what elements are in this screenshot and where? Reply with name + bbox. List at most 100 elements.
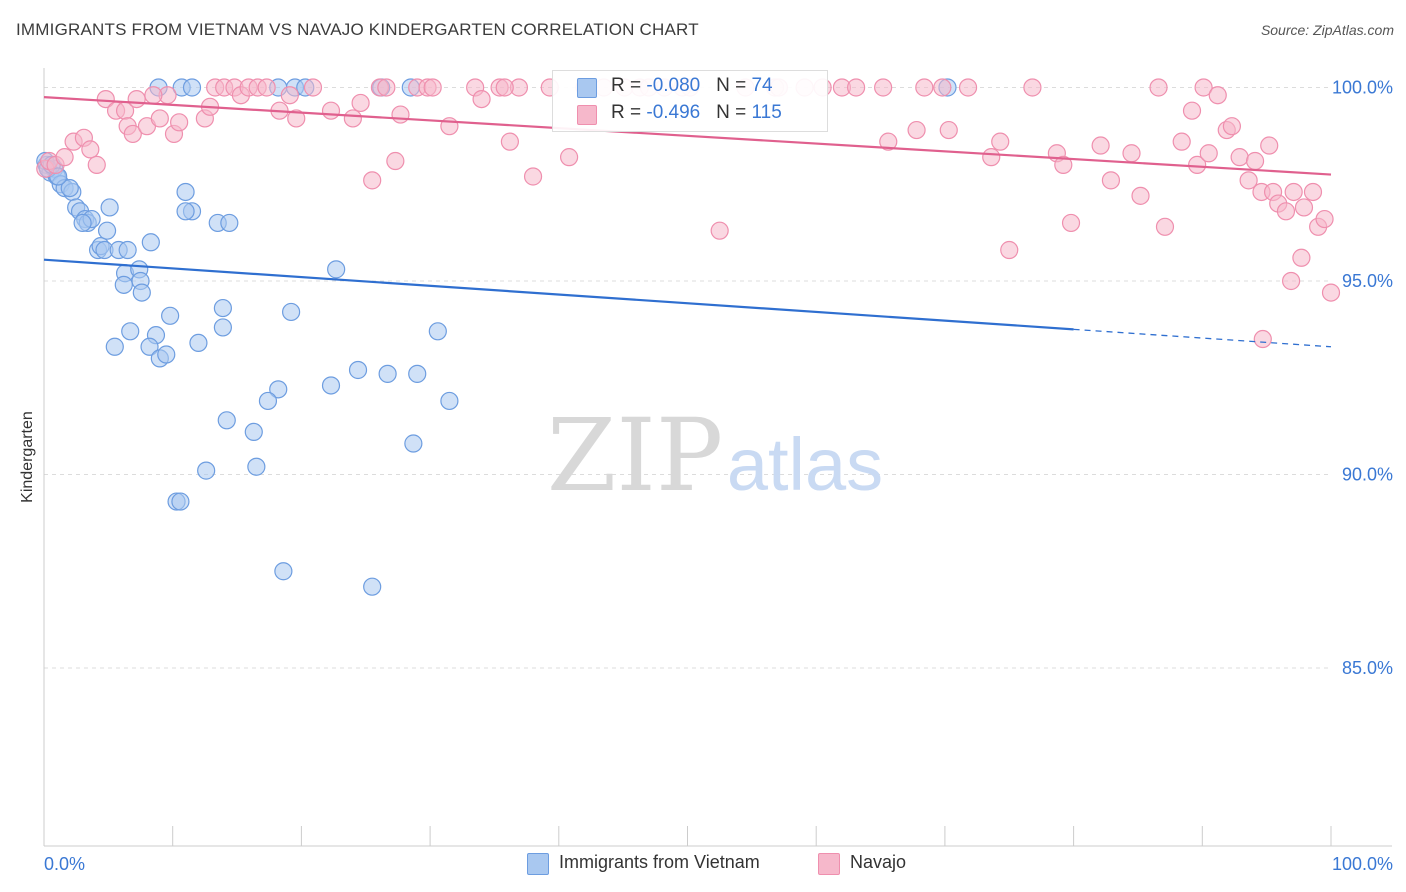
vietnam-point: [118, 240, 137, 260]
navajo-point: [1276, 202, 1296, 221]
vietnam-point: [428, 322, 447, 341]
navajo-point: [321, 101, 341, 120]
vietnam-point: [114, 275, 133, 294]
navajo-point: [127, 89, 146, 109]
legend-r-value: -0.496: [646, 102, 701, 123]
navajo-point: [1284, 182, 1303, 202]
navajo-point: [1054, 155, 1073, 174]
vietnam-point: [217, 411, 236, 430]
bottom-legend-label-navajo: Navajo: [850, 852, 907, 872]
vietnam-point: [121, 322, 140, 341]
vietnam-point: [363, 577, 382, 596]
navajo-point: [495, 78, 514, 97]
vietnam-point: [327, 260, 346, 279]
navajo-point: [144, 86, 163, 105]
navajo-point: [1023, 78, 1042, 97]
vietnam-point: [321, 376, 341, 395]
navajo-point: [907, 120, 926, 140]
navajo-point: [1303, 182, 1323, 202]
vietnam-point: [247, 457, 266, 476]
navajo-point: [1182, 101, 1202, 120]
navajo-point: [710, 221, 729, 240]
vietnam-point: [171, 492, 190, 511]
vietnam-point: [258, 391, 278, 411]
navajo-point: [1253, 329, 1272, 349]
x-tick-label: 100.0%: [1332, 854, 1393, 874]
navajo-point: [1172, 132, 1191, 151]
navajo-point: [280, 86, 299, 105]
navajo-point: [874, 78, 893, 97]
vietnam-point: [132, 283, 151, 302]
bottom-legend-swatch-navajo: [818, 853, 840, 875]
navajo-point: [982, 148, 1001, 167]
navajo-point: [81, 140, 100, 159]
navajo-point: [1230, 148, 1249, 167]
navajo-trend-line: [43, 96, 1332, 176]
bottom-legend-swatch-vietnam: [527, 853, 549, 875]
navajo-point: [472, 89, 491, 109]
legend-r-value: -0.080: [646, 75, 701, 96]
navajo-point: [363, 171, 382, 190]
legend-swatch-vietnam: [577, 78, 597, 98]
navajo-point: [123, 124, 142, 144]
navajo-point: [958, 78, 978, 97]
navajo-point: [377, 78, 396, 97]
navajo-point: [87, 155, 106, 174]
navajo-point: [1199, 144, 1218, 163]
vietnam-point: [274, 562, 293, 581]
legend-n-value: 115: [751, 102, 782, 123]
navajo-point: [991, 132, 1010, 151]
navajo-point: [559, 148, 579, 167]
x-tick-label: 0.0%: [44, 854, 85, 874]
navajo-point: [1245, 151, 1265, 171]
navajo-point: [939, 120, 958, 140]
navajo-point: [1239, 171, 1258, 190]
navajo-point: [391, 105, 410, 124]
navajo-point: [500, 132, 519, 151]
vietnam-point: [161, 306, 180, 325]
vietnam-trend-line: [43, 258, 1074, 331]
navajo-point: [1222, 117, 1242, 136]
vietnam-point: [244, 422, 263, 442]
vietnam-point: [404, 434, 423, 453]
watermark-atlas: atlas: [727, 423, 883, 506]
navajo-point: [170, 113, 189, 132]
correlation-legend: R = -0.080 N = 74 R = -0.496 N = 115: [552, 70, 828, 132]
navajo-point: [1260, 136, 1279, 155]
vietnam-point: [73, 213, 92, 233]
vietnam-point: [100, 198, 119, 217]
navajo-point: [915, 78, 934, 97]
vietnam-point: [440, 391, 459, 411]
vietnam-point: [97, 221, 117, 240]
navajo-point: [386, 151, 405, 171]
navajo-point: [343, 109, 362, 128]
chart-title: IMMIGRANTS FROM VIETNAM VS NAVAJO KINDER…: [16, 20, 699, 39]
vietnam-point: [408, 364, 427, 383]
vietnam-point: [157, 345, 176, 364]
legend-n-label: N =: [716, 75, 752, 96]
legend-swatch-navajo: [577, 105, 597, 125]
vietnam-point: [282, 302, 301, 322]
navajo-point: [1101, 171, 1121, 190]
y-tick-label: 95.0%: [1342, 271, 1393, 291]
y-tick-label: 90.0%: [1342, 464, 1393, 484]
navajo-point: [1061, 213, 1081, 233]
navajo-point: [351, 93, 370, 113]
navajo-point: [1131, 186, 1150, 205]
navajo-point: [933, 78, 952, 97]
vietnam-point: [189, 333, 208, 352]
navajo-point: [423, 78, 442, 97]
legend-r-label: R =: [611, 75, 647, 96]
vietnam-point: [213, 298, 232, 318]
navajo-point: [523, 167, 543, 186]
navajo-point: [1292, 248, 1311, 267]
navajo-point: [1000, 240, 1019, 260]
vietnam-point: [60, 179, 79, 198]
vietnam-point: [105, 337, 124, 356]
y-tick-label: 85.0%: [1342, 658, 1393, 678]
navajo-point: [1194, 78, 1213, 97]
navajo-point: [846, 78, 866, 97]
vietnam-trend-extension: [1073, 328, 1332, 348]
navajo-point: [55, 148, 74, 167]
